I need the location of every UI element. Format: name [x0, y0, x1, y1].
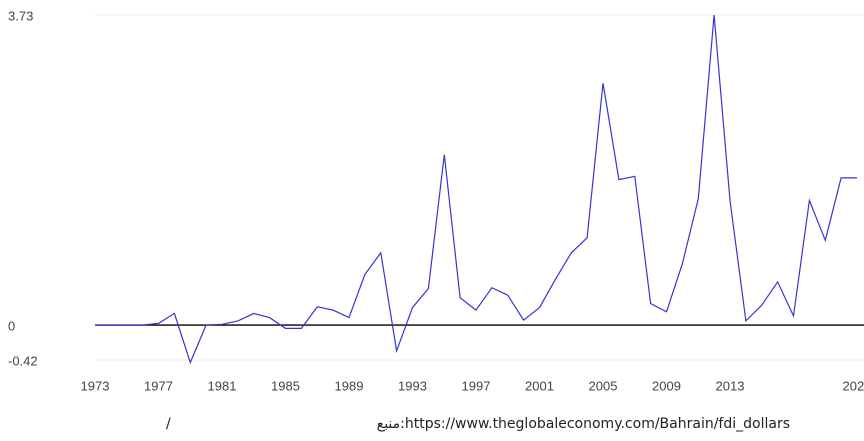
x-tick-label: 2005 [589, 378, 618, 393]
x-tick-label: 1973 [81, 378, 110, 393]
x-tick-label: 1989 [335, 378, 364, 393]
x-tick-label: 2013 [716, 378, 745, 393]
x-tick-label: 1981 [208, 378, 237, 393]
y-tick-label: -0.42 [8, 353, 38, 368]
x-tick-label: 1977 [144, 378, 173, 393]
y-tick-label: 0 [8, 319, 15, 334]
x-tick-label: 2001 [525, 378, 554, 393]
x-tick-label: 2009 [652, 378, 681, 393]
x-tick-label: 1985 [271, 378, 300, 393]
x-tick-label: 2021 [843, 378, 864, 393]
x-tick-label: 1993 [398, 378, 427, 393]
data-line [95, 14, 857, 365]
source: منبع:https://www.theglobaleconomy.com/Ba… [377, 416, 790, 432]
x-tick-label: 1997 [462, 378, 491, 393]
y-tick-label: 3.73 [8, 8, 33, 23]
source-separator: / [166, 416, 171, 432]
